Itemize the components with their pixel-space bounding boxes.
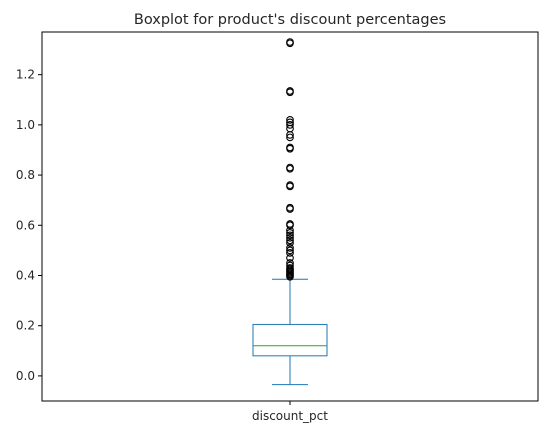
y-tick-label: 0.8: [16, 168, 35, 182]
outlier-point: [286, 181, 294, 189]
outlier-point: [286, 116, 294, 124]
outlier-point: [286, 261, 294, 270]
y-axis: 0.0 0.2 0.4 0.6 0.8 1.0 1.2: [16, 68, 42, 383]
outlier-point: [286, 133, 294, 142]
outlier-point: [286, 254, 294, 262]
outlier-point: [286, 87, 294, 95]
iqr-box: [252, 323, 328, 357]
outlier-point: [286, 163, 294, 172]
y-tick-label: 0.4: [16, 268, 35, 282]
y-tick-label: 0.2: [16, 319, 35, 333]
outlier-point: [286, 236, 294, 245]
outlier-point: [286, 118, 294, 127]
outlier-point: [286, 220, 294, 228]
y-tick-label: 0.0: [16, 369, 35, 383]
outlier-point: [286, 38, 294, 46]
outlier-point: [286, 239, 294, 247]
outlier-point: [286, 249, 294, 257]
plot-area: [252, 38, 328, 386]
y-tick-label: 1.2: [16, 68, 35, 82]
outlier-point: [286, 259, 294, 267]
chart-title: Boxplot for product's discount percentag…: [134, 12, 446, 28]
y-tick-label: 1.0: [16, 118, 35, 132]
outlier-point: [286, 121, 294, 129]
outlier-point: [286, 231, 294, 240]
outlier-point: [286, 246, 294, 255]
outlier-point: [286, 264, 294, 272]
outlier-point: [286, 143, 294, 152]
x-axis: discount_pct: [252, 401, 328, 423]
y-tick-label: 0.6: [16, 218, 35, 232]
outlier-point: [286, 244, 294, 252]
outlier-point: [286, 233, 294, 242]
x-tick-label: discount_pct: [252, 409, 328, 423]
outlier-point: [286, 228, 294, 237]
axes-frame: [41, 31, 539, 402]
outlier-point: [286, 203, 294, 212]
